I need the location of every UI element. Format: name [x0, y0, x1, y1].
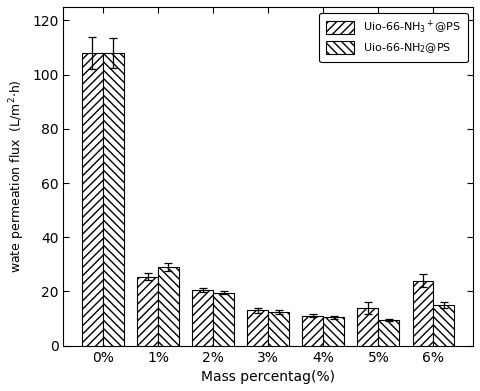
Legend: Uio-66-NH$_3$$^+$@PS, Uio-66-NH$_2$@PS: Uio-66-NH$_3$$^+$@PS, Uio-66-NH$_2$@PS — [319, 13, 468, 62]
Bar — [247, 310, 268, 346]
Bar — [358, 308, 378, 346]
Bar — [324, 317, 344, 346]
Bar — [213, 293, 234, 346]
Bar — [158, 267, 179, 346]
Bar — [302, 316, 324, 346]
Bar — [137, 276, 158, 346]
Bar — [378, 320, 399, 346]
Bar — [433, 305, 455, 346]
Bar — [103, 53, 124, 346]
X-axis label: Mass percentag(%): Mass percentag(%) — [201, 370, 335, 384]
Bar — [268, 312, 289, 346]
Y-axis label: wate permeation flux  (L/m$^2$$\cdot$h): wate permeation flux (L/m$^2$$\cdot$h) — [7, 79, 26, 273]
Bar — [192, 290, 213, 346]
Bar — [82, 53, 103, 346]
Bar — [412, 281, 433, 346]
